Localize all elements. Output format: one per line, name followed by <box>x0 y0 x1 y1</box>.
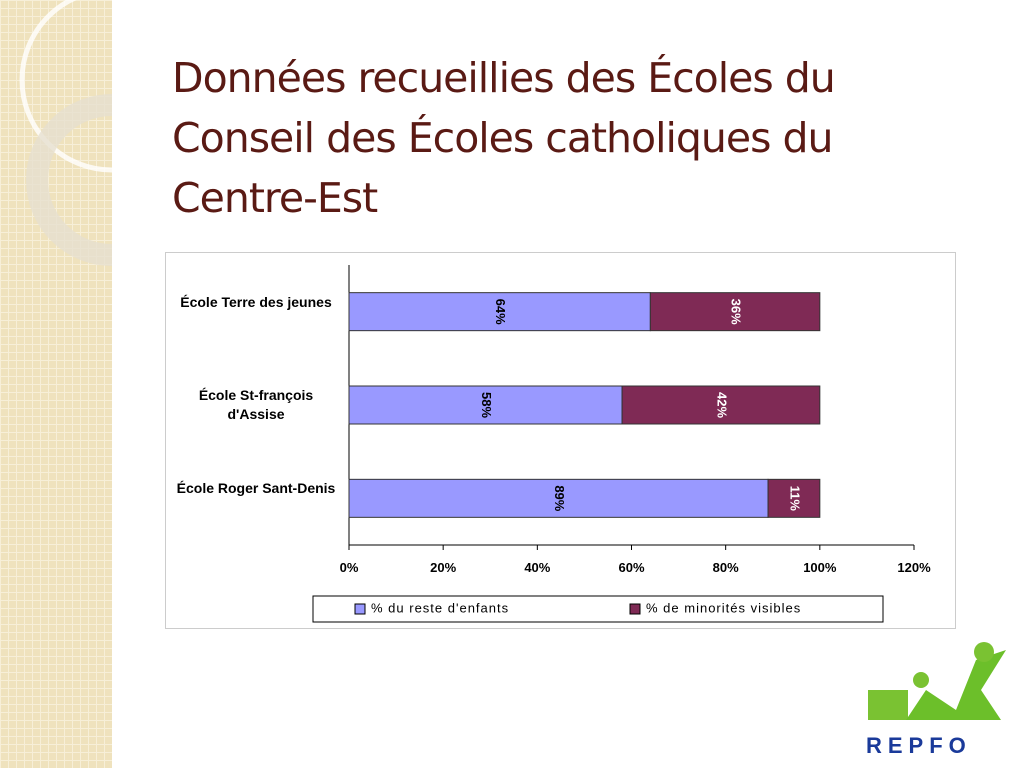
legend-swatch <box>629 603 641 615</box>
logo-figure <box>868 642 1006 720</box>
x-tick-label: 20% <box>430 560 456 575</box>
x-tick-label: 0% <box>340 560 359 575</box>
logo-text: REPFO <box>866 733 972 758</box>
category-label: École Terre des jeunes <box>180 293 332 310</box>
bar-segment <box>649 292 821 332</box>
x-tick-label: 100% <box>803 560 837 575</box>
category-label: École Roger Sant-Denis <box>176 480 336 497</box>
bar-segment <box>348 292 651 332</box>
legend-label: % de minorités visibles <box>646 600 801 615</box>
x-tick-label: 120% <box>897 560 931 575</box>
slide-title: Données recueillies des Écoles du Consei… <box>172 54 836 222</box>
category-label: École St-françois d'Assise <box>198 387 314 422</box>
legend-box <box>312 595 884 623</box>
x-tick-label: 40% <box>524 560 550 575</box>
value-label: 58% <box>479 392 494 418</box>
chart-frame <box>165 252 956 629</box>
bar-segment <box>348 478 769 518</box>
x-tick-label: 60% <box>618 560 644 575</box>
bar-segment <box>348 385 623 425</box>
value-label: 36% <box>729 299 744 325</box>
legend-swatch <box>354 603 366 615</box>
bar-segment <box>621 385 821 425</box>
bar-segment <box>767 478 821 518</box>
legend-label: % du reste d'enfants <box>371 600 509 615</box>
value-label: 89% <box>552 485 567 511</box>
value-label: 11% <box>788 486 803 512</box>
value-label: 64% <box>493 299 508 325</box>
value-label: 42% <box>715 392 730 418</box>
side-decoration <box>0 0 205 768</box>
x-tick-label: 80% <box>713 560 739 575</box>
